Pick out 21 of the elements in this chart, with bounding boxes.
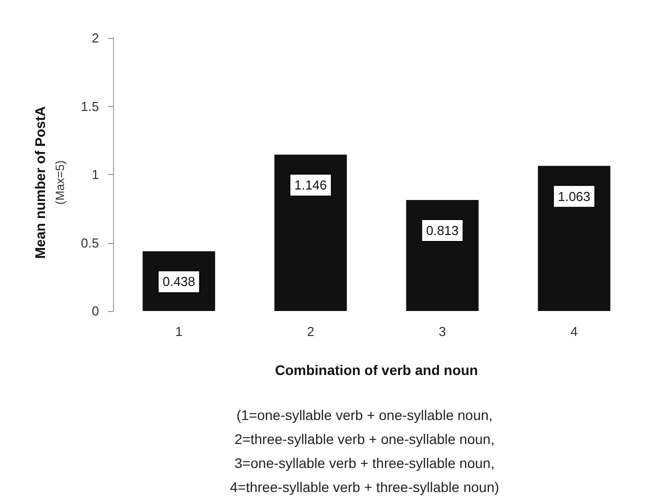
x-tick-label: 3 (438, 324, 446, 339)
x-tick-label: 2 (307, 324, 314, 339)
x-tick-label: 1 (175, 324, 182, 339)
bar (274, 154, 347, 311)
data-label: 1.146 (294, 178, 327, 193)
x-axis-title: Combination of verb and noun (275, 362, 478, 378)
y-tick-label: 1.5 (80, 98, 99, 114)
y-tick-label: 1 (92, 167, 99, 182)
text: (1=one-syllable verb + one-syllable noun, (236, 407, 493, 423)
y-tick-label: 0.5 (80, 235, 99, 250)
x-tick-label: 4 (570, 324, 578, 339)
data-label: 1.063 (558, 188, 590, 204)
text: 4=three-syllable verb + three-syllable noun) (230, 479, 500, 495)
text: 3=one-syllable verb + three-syllable noun, (234, 455, 494, 471)
text: 2=three-syllable verb + one-syllable noun, (234, 431, 494, 447)
y-tick-label: 2 (92, 30, 99, 46)
y-tick-label: 0 (92, 304, 99, 318)
bar (538, 166, 610, 311)
data-label: 0.813 (426, 223, 459, 238)
y-axis-title: Mean number of PostA (Max=5) (32, 106, 67, 259)
data-label: 0.438 (162, 274, 196, 290)
